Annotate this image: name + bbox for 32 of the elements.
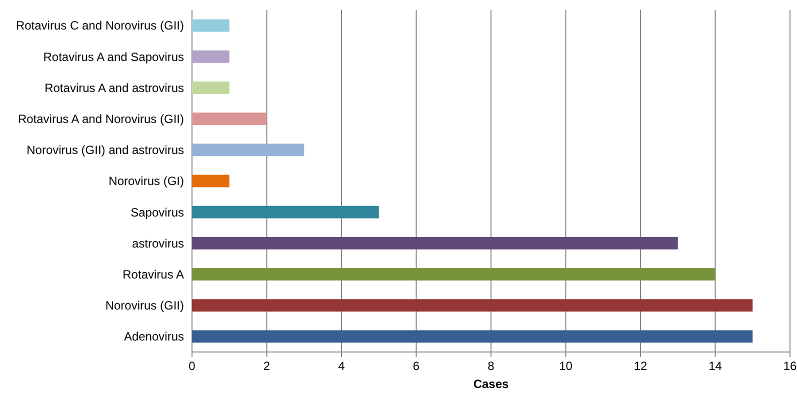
bar — [192, 268, 716, 280]
x-tick-label: 12 — [634, 359, 648, 373]
bar — [192, 112, 267, 126]
bar — [192, 236, 678, 250]
y-tick-label: Sapovirus — [130, 205, 184, 220]
bar — [192, 144, 304, 156]
y-tick-label: Norovirus (GI) — [108, 174, 184, 188]
x-axis-title: Cases — [473, 377, 509, 391]
y-tick-label: Rotavirus A and Norovirus (GII) — [18, 112, 184, 126]
bar — [192, 330, 753, 343]
x-tick-label: 2 — [263, 359, 270, 373]
x-tick-label: 14 — [708, 359, 722, 373]
y-tick-label: astrovirus — [132, 236, 184, 250]
bar — [192, 50, 230, 63]
x-tick-label: 6 — [412, 359, 420, 373]
y-tick-label: Norovirus (GII) — [105, 298, 184, 313]
y-tick-label: Rotavirus A — [122, 267, 184, 282]
x-tick-label: 4 — [338, 359, 346, 373]
bar — [192, 174, 230, 188]
bar — [192, 206, 379, 218]
bar — [192, 82, 230, 94]
y-tick-label: Adenovirus — [124, 330, 184, 344]
x-tick-label: 16 — [783, 359, 797, 373]
x-tick-label: 8 — [488, 359, 495, 373]
y-tick-label: Norovirus (GII) and astrovirus — [26, 143, 184, 158]
x-tick-label: 10 — [559, 359, 573, 373]
x-tick-label: 0 — [188, 359, 196, 373]
bar — [192, 299, 753, 312]
y-tick-label: Rotavirus C and Norovirus (GII) — [16, 18, 184, 33]
y-tick-label: Rotavirus A and astrovirus — [44, 80, 184, 95]
y-tick-label: Rotavirus A and Sapovirus — [43, 50, 184, 64]
bar — [192, 19, 230, 32]
